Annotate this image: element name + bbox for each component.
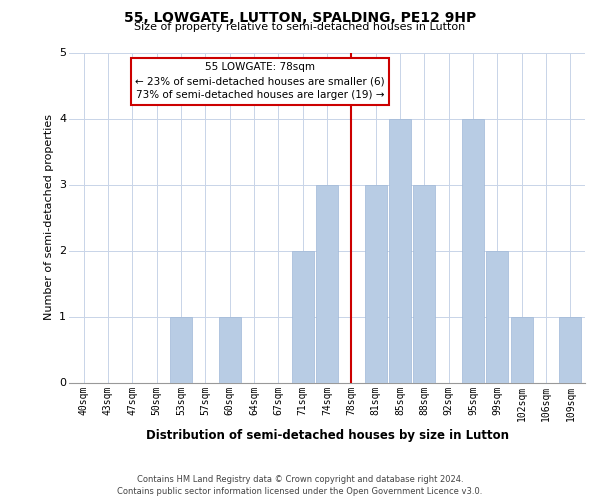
Text: Contains HM Land Registry data © Crown copyright and database right 2024.
Contai: Contains HM Land Registry data © Crown c…	[118, 475, 482, 496]
Bar	[292, 250, 314, 382]
Text: Size of property relative to semi-detached houses in Lutton: Size of property relative to semi-detach…	[134, 22, 466, 32]
Y-axis label: Number of semi-detached properties: Number of semi-detached properties	[44, 114, 53, 320]
Bar	[218, 316, 241, 382]
X-axis label: Distribution of semi-detached houses by size in Lutton: Distribution of semi-detached houses by …	[146, 429, 509, 442]
Text: 55, LOWGATE, LUTTON, SPALDING, PE12 9HP: 55, LOWGATE, LUTTON, SPALDING, PE12 9HP	[124, 12, 476, 26]
Bar	[365, 184, 386, 382]
Text: 55 LOWGATE: 78sqm
← 23% of semi-detached houses are smaller (6)
73% of semi-deta: 55 LOWGATE: 78sqm ← 23% of semi-detached…	[135, 62, 385, 100]
Bar	[389, 118, 411, 382]
Bar	[487, 250, 508, 382]
Bar	[413, 184, 436, 382]
Bar	[170, 316, 192, 382]
Bar	[511, 316, 533, 382]
Bar	[559, 316, 581, 382]
Bar	[462, 118, 484, 382]
Bar	[316, 184, 338, 382]
